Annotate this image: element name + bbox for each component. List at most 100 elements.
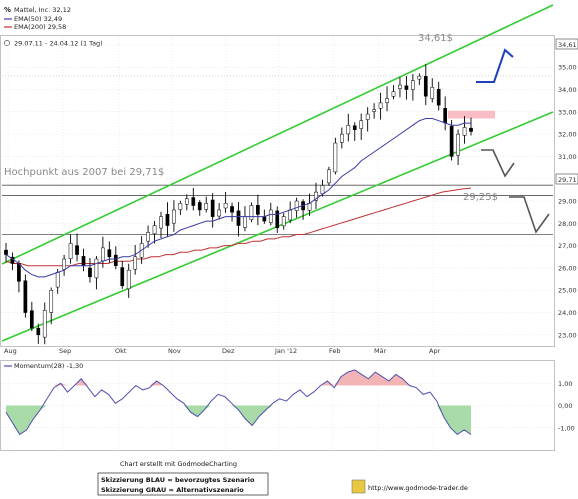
candle-body [204,203,209,210]
y-tick-label: 25,00 [558,287,577,295]
candle-body [126,269,131,290]
candle-body [42,310,47,338]
y-tick-label: 26,00 [558,264,577,272]
last-price-label: 34,61 [558,41,577,49]
last-price-box [555,38,578,50]
candle-body [404,85,409,90]
candle-body [217,209,221,217]
y-tick-label: 29,00 [558,198,577,206]
candle-body [372,109,376,112]
candle-body [172,209,176,224]
candle-body [191,197,196,206]
y-tick-label: 23,00 [558,331,577,339]
x-tick-label: Sep [59,347,71,355]
candle-body [75,245,79,255]
level-box [555,173,578,185]
x-tick-label: Apr [429,347,441,355]
candle-body [391,91,396,97]
candle-body [417,75,422,80]
momentum-tick-label: -1,00 [558,424,575,432]
candle-body [385,98,389,103]
candle-body [88,267,92,278]
legend-grey-text: Skizzierung GRAU = Alternativszenario [101,486,244,494]
candle-body [94,258,99,279]
y-tick-label: 32,00 [558,131,577,139]
candle-body [443,108,448,124]
candle-body [398,84,402,89]
candle-body [113,254,118,266]
candle-body [236,210,241,226]
annotation-2007-high: Hochpunkt aus 2007 bei 29,71$ [4,167,164,178]
scenario-legend-box [97,472,269,496]
x-tick-label: Jan '12 [274,347,297,355]
legend-blue-text: Skizzierung BLAU = bevorzugtes Szenario [101,476,255,484]
godmode-logo-icon [351,479,366,494]
candle-body [120,267,125,287]
candle-body [165,213,170,226]
candle-body [55,272,60,288]
candle-body [281,216,286,227]
momentum-line [5,369,472,436]
candle-body [210,199,215,217]
candle-body [178,203,183,210]
candle-body [365,113,370,120]
candle-body [197,202,202,211]
credit-text: Chart erstellt mit GodmodeCharting [120,460,237,468]
momentum-tick-label: 1,00 [558,380,572,388]
blue-scenario-arrow [476,48,514,83]
candle-body [346,124,351,135]
candle-body [256,204,260,215]
y-tick-label: 24,00 [558,309,577,317]
candle-body [275,210,280,229]
candle-body [314,191,318,201]
y-tick-label: 28,00 [558,220,577,228]
candle-body [469,127,473,132]
momentum-positive-fill [6,369,471,386]
candle-body [294,200,299,211]
x-tick-label: Aug [4,347,17,355]
candle-body [339,133,344,143]
candle-body [152,225,157,235]
date-range: 29.07.11 - 24.04.12 (1 Tag) [14,40,103,48]
candle-body [352,125,357,130]
candle-body [23,280,28,313]
annotation-support: 29,25$ [463,192,498,203]
candle-body [462,127,467,136]
candle-body [81,256,86,266]
website-url[interactable]: http://www.godmode-trader.de [368,484,468,492]
candle-body [449,125,454,157]
candle-body [288,209,293,221]
ema50-legend: EMA(50) 32,49 [14,15,62,23]
candle-body [101,247,105,262]
candle-body [456,133,460,156]
momentum-legend: Momentum(28) -1,30 [14,362,83,370]
channel-upper-line [1,4,554,265]
candle-body [29,310,34,329]
candle-body [159,216,163,229]
x-tick-label: Mär [374,347,387,355]
candle-body [268,209,273,223]
candle-body [411,80,415,90]
candle-body [359,120,364,129]
candle-body [262,216,267,222]
candle-body [230,206,234,213]
resistance-zone [448,110,495,119]
candle-body [223,203,228,209]
candle-body [49,289,54,313]
clock-icon [4,40,10,46]
candle-body [320,185,325,194]
x-tick-label: Feb [329,347,341,355]
ema200-legend: EMA(200) 29,58 [14,23,66,31]
candle-body [423,76,428,97]
logo-icon: % [4,6,11,14]
candle-body [307,203,312,211]
grey-scenario-arrow-1 [481,149,515,178]
price-panel [0,35,555,347]
y-tick-label: 33,00 [558,108,577,116]
y-tick-label: 35,00 [558,64,577,72]
y-tick-label: 31,00 [558,153,577,161]
x-tick-label: Okt [115,347,127,355]
candle-body [107,249,112,258]
candle-body [333,142,338,173]
